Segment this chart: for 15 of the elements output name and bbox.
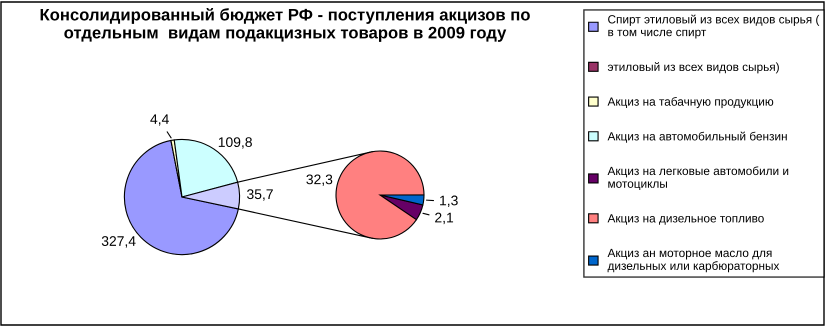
legend-label: Акциз на табачную продукцию (608, 96, 774, 108)
legend-label: Акциз ан моторное масло для дизельных или карбюраторных (608, 248, 780, 272)
data-label: 32,3 (306, 174, 332, 186)
legend-label: Спирт этиловый из всех видов сырья ( в том числе спирт (608, 14, 820, 39)
legend-label: этиловый из всех видов сырья) (608, 62, 779, 74)
legend-label: Акциз на дизельное топливо (608, 214, 764, 225)
legend-label: Акциз на автомобильный бензин (608, 132, 787, 143)
data-label: 1,3 (440, 196, 458, 208)
data-label: 327,4 (102, 236, 136, 248)
legend-label: Акциз на легковые автомобили и мотоциклы (608, 166, 788, 190)
chart-title: Консолидированный бюджет РФ - поступления акцизов по отдельным видам подакцизных товаров в 2009 году (40, 8, 530, 42)
data-label: 109,8 (218, 137, 252, 149)
data-label: 35,7 (247, 189, 273, 201)
data-label: 4,4 (150, 114, 169, 126)
data-label: 2,1 (435, 212, 454, 224)
